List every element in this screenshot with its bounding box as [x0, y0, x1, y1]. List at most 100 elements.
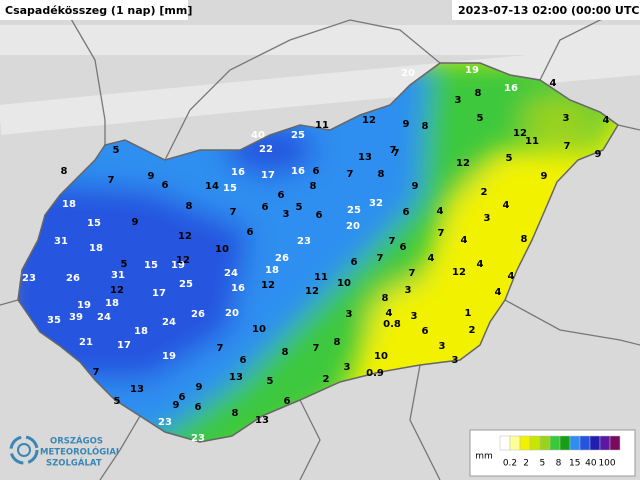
station-value: 7 [409, 268, 416, 279]
station-value: 4 [461, 235, 468, 246]
logo: ORSZÁGOS METEOROLÓGIAI SZOLGÁLAT [9, 435, 119, 469]
station-value: 16 [231, 283, 245, 294]
logo-text: SZOLGÁLAT [46, 457, 102, 469]
legend-swatch [579, 435, 591, 451]
station-value: 8 [186, 201, 193, 212]
station-value: 18 [265, 265, 279, 276]
station-value: 13 [229, 372, 243, 383]
station-value: 3 [411, 311, 418, 322]
station-value: 24 [224, 268, 238, 279]
station-value: 17 [152, 288, 166, 299]
station-value: 0.8 [383, 319, 401, 330]
station-value: 6 [262, 202, 269, 213]
station-value: 9 [403, 119, 410, 130]
station-value: 9 [595, 149, 602, 160]
station-value: 6 [240, 355, 247, 366]
station-value: 6 [195, 402, 202, 413]
station-value: 5 [296, 202, 303, 213]
legend-swatch [589, 435, 601, 451]
station-value: 26 [191, 309, 205, 320]
station-value: 6 [247, 227, 254, 238]
station-value: 8 [378, 169, 385, 180]
station-value: 9 [132, 217, 139, 228]
station-value: 20 [225, 308, 239, 319]
legend-swatch [509, 435, 521, 451]
station-value: 3 [455, 95, 462, 106]
station-value: 13 [130, 384, 144, 395]
station-value: 14 [205, 181, 219, 192]
station-value: 7 [389, 236, 396, 247]
station-value: 6 [284, 396, 291, 407]
station-value: 3 [563, 113, 570, 124]
station-value: 39 [69, 312, 83, 323]
station-value: 7 [390, 145, 397, 156]
station-value: 25 [291, 130, 305, 141]
station-value: 1 [465, 308, 472, 319]
station-value: 4 [495, 287, 502, 298]
station-value: 3 [405, 285, 412, 296]
station-value: 5 [114, 396, 121, 407]
station-value: 7 [230, 207, 237, 218]
station-value: 2 [469, 325, 476, 336]
station-value: 6 [179, 392, 186, 403]
station-value: 9 [148, 171, 155, 182]
legend-swatch [569, 435, 581, 451]
station-value: 11 [525, 136, 539, 147]
station-value: 32 [369, 198, 383, 209]
station-value: 23 [191, 433, 205, 444]
station-value: 8 [382, 293, 389, 304]
legend-label: 2 [523, 459, 529, 469]
station-value: 10 [374, 351, 388, 362]
station-value: 3 [346, 309, 353, 320]
station-value: 10 [215, 244, 229, 255]
station-value: 3 [452, 355, 459, 366]
station-value: 9 [196, 382, 203, 393]
station-value: 18 [62, 199, 76, 210]
legend-swatch [609, 435, 621, 451]
station-value: 4 [550, 78, 557, 89]
station-value: 12 [110, 285, 124, 296]
station-value: 35 [47, 315, 61, 326]
station-value: 15 [87, 218, 101, 229]
station-value: 7 [108, 175, 115, 186]
station-value: 7 [313, 343, 320, 354]
station-value: 7 [377, 253, 384, 264]
legend-label: 0.2 [503, 459, 517, 469]
station-value: 13 [358, 152, 372, 163]
legend-swatch [499, 435, 511, 451]
station-value: 15 [144, 260, 158, 271]
station-value: 31 [111, 270, 125, 281]
legend: 0.2 2 5 8 15 40 100 [499, 435, 621, 469]
station-value: 26 [275, 253, 289, 264]
legend-label: 15 [569, 459, 580, 469]
station-value: 6 [162, 180, 169, 191]
timestamp-box [452, 0, 640, 20]
station-value: 7 [347, 169, 354, 180]
station-value: 18 [105, 298, 119, 309]
station-value: 20 [346, 221, 360, 232]
station-value: 15 [223, 183, 237, 194]
station-value: 12 [452, 267, 466, 278]
station-value: 5 [477, 113, 484, 124]
legend-label: 100 [598, 459, 615, 469]
station-value: 26 [66, 273, 80, 284]
station-value: 6 [316, 210, 323, 221]
station-value: 7 [217, 343, 224, 354]
station-value: 8 [310, 181, 317, 192]
title-box [0, 0, 188, 20]
station-value: 3 [283, 209, 290, 220]
station-value: 6 [400, 242, 407, 253]
station-value: 3 [344, 362, 351, 373]
station-value: 11 [314, 272, 328, 283]
station-value: 11 [315, 120, 329, 131]
station-value: 8 [521, 234, 528, 245]
station-value: 4 [503, 200, 510, 211]
station-value: 12 [176, 255, 190, 266]
station-value: 40 [251, 130, 265, 141]
legend-label: 40 [585, 459, 597, 469]
station-value: 12 [305, 286, 319, 297]
station-value: 22 [259, 144, 273, 155]
